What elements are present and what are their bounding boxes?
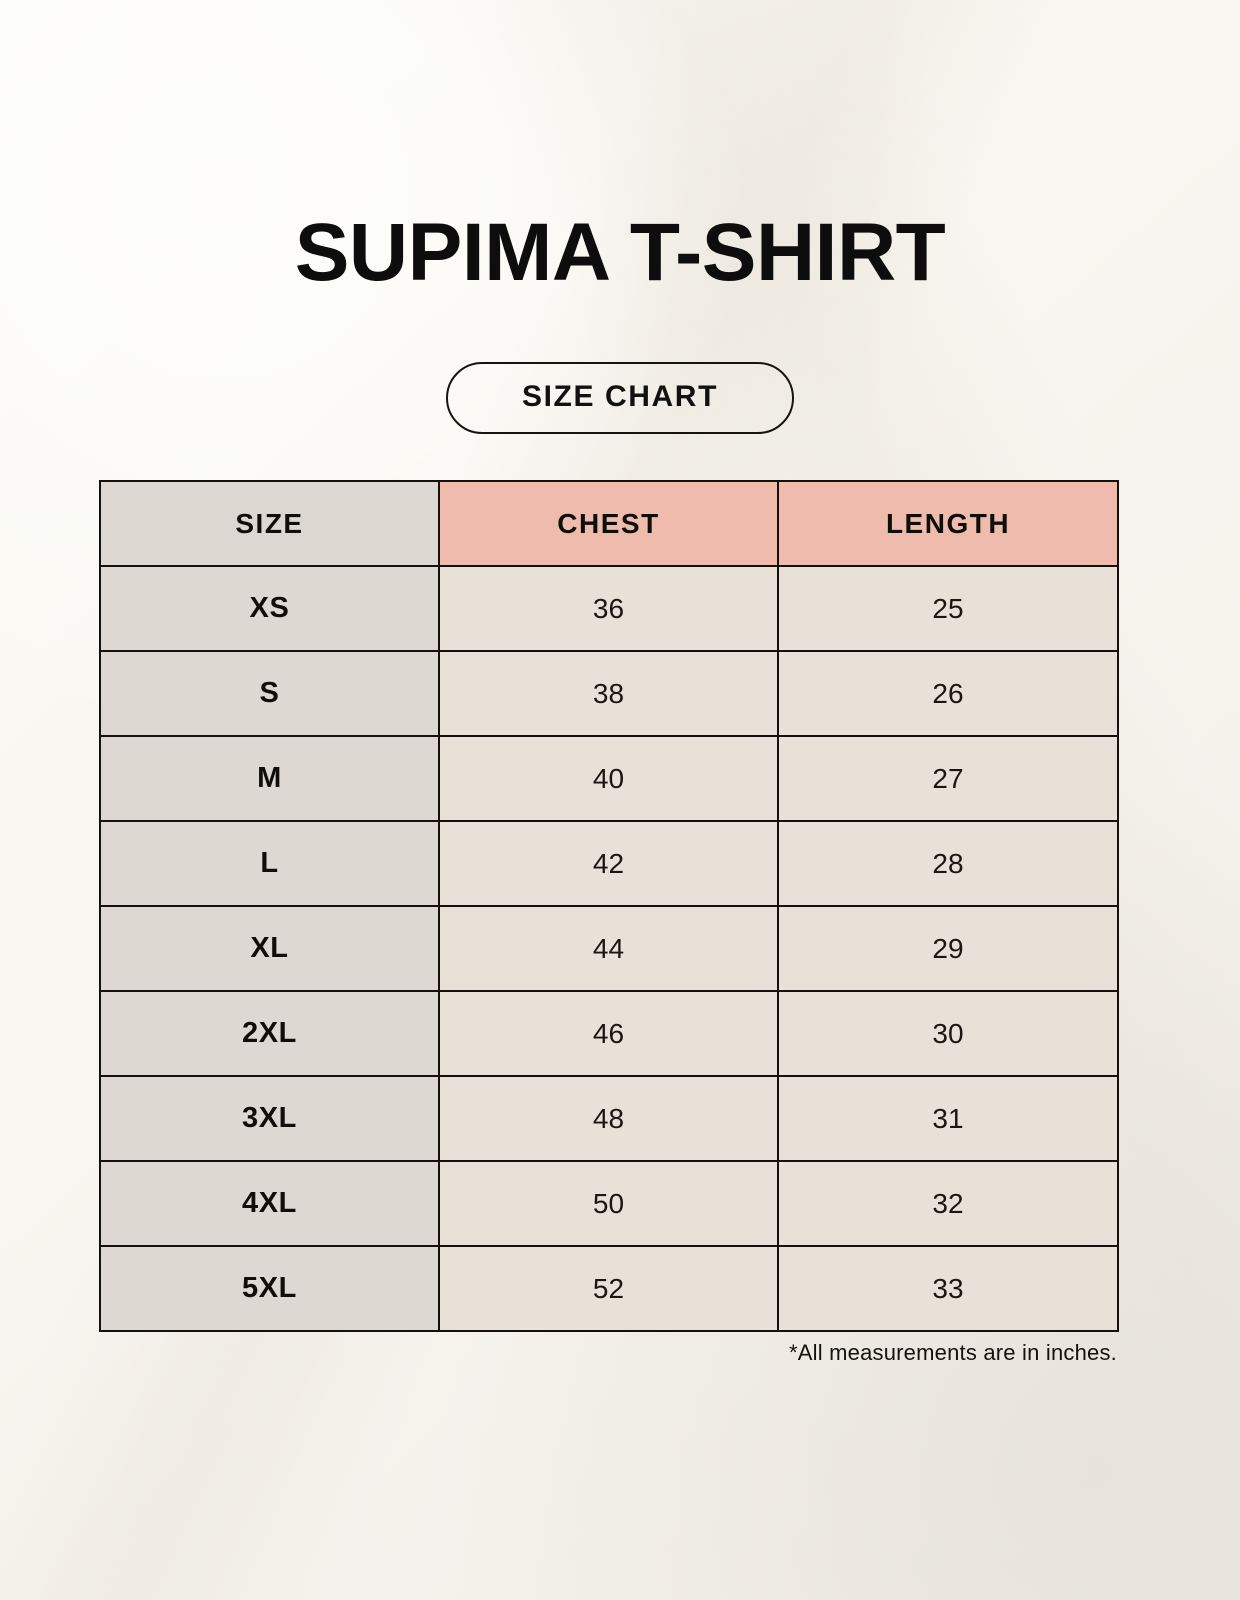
cell-size: S: [99, 650, 440, 737]
table-row: XL 44 29: [99, 905, 1119, 992]
cell-size: M: [99, 735, 440, 822]
table-row: 2XL 46 30: [99, 990, 1119, 1077]
cell-size: XL: [99, 905, 440, 992]
cell-length: 31: [777, 1075, 1119, 1162]
size-chart-badge: SIZE CHART: [446, 362, 794, 434]
cell-size: L: [99, 820, 440, 907]
table-header-row: SIZE CHEST LENGTH: [99, 480, 1119, 567]
table-row: 5XL 52 33: [99, 1245, 1119, 1332]
cell-chest: 44: [438, 905, 779, 992]
column-header-length: LENGTH: [777, 480, 1119, 567]
cell-length: 32: [777, 1160, 1119, 1247]
table-header: SIZE CHEST LENGTH: [99, 480, 1119, 567]
cell-chest: 40: [438, 735, 779, 822]
cell-chest: 36: [438, 565, 779, 652]
cell-size: 4XL: [99, 1160, 440, 1247]
cell-size: 2XL: [99, 990, 440, 1077]
table-row: M 40 27: [99, 735, 1119, 822]
cell-length: 33: [777, 1245, 1119, 1332]
cell-chest: 48: [438, 1075, 779, 1162]
cell-length: 28: [777, 820, 1119, 907]
cell-size: 5XL: [99, 1245, 440, 1332]
table-body: XS 36 25 S 38 26 M 40 27 L 42 28 XL 44 29 2XL 46 30 3XL 48 3…: [99, 565, 1119, 1332]
cell-length: 29: [777, 905, 1119, 992]
column-header-size: SIZE: [99, 480, 440, 567]
table-row: 3XL 48 31: [99, 1075, 1119, 1162]
badge-container: SIZE CHART: [0, 362, 1240, 434]
size-table: SIZE CHEST LENGTH XS 36 25 S 38 26 M 40 27 L 42 28 X…: [99, 480, 1119, 1332]
table-row: S 38 26: [99, 650, 1119, 737]
cell-length: 25: [777, 565, 1119, 652]
cell-length: 27: [777, 735, 1119, 822]
cell-chest: 46: [438, 990, 779, 1077]
column-header-chest: CHEST: [438, 480, 779, 567]
cell-chest: 52: [438, 1245, 779, 1332]
measurement-footnote: *All measurements are in inches.: [789, 1340, 1117, 1365]
table-row: 4XL 50 32: [99, 1160, 1119, 1247]
cell-chest: 50: [438, 1160, 779, 1247]
page-title: SUPIMA T-SHIRT: [294, 207, 946, 298]
cell-size: 3XL: [99, 1075, 440, 1162]
cell-size: XS: [99, 565, 440, 652]
cell-length: 26: [777, 650, 1119, 737]
cell-length: 30: [777, 990, 1119, 1077]
table-row: XS 36 25: [99, 565, 1119, 652]
cell-chest: 38: [438, 650, 779, 737]
cell-chest: 42: [438, 820, 779, 907]
table-row: L 42 28: [99, 820, 1119, 907]
size-table-container: SIZE CHEST LENGTH XS 36 25 S 38 26 M 40 27 L 42 28 X…: [99, 480, 1119, 1332]
